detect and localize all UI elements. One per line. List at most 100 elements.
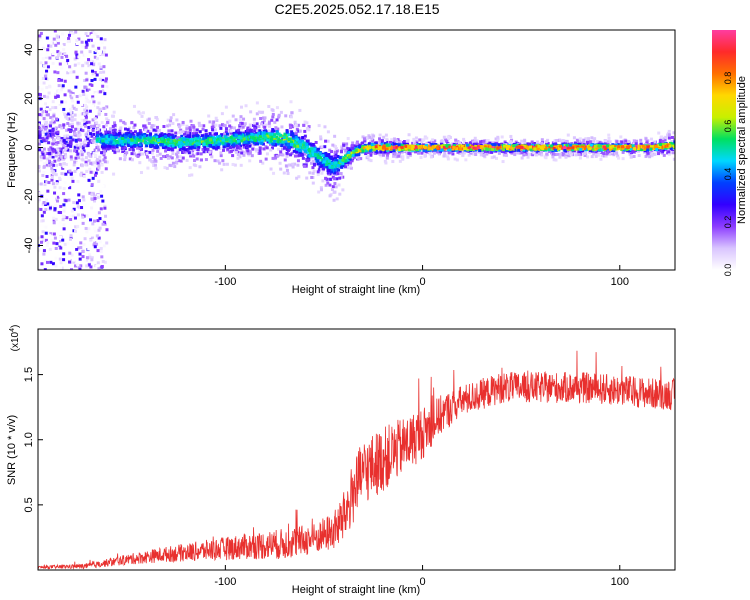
spectrogram-cell [84,118,88,122]
spectrogram-cell [67,37,71,41]
spectrogram-cell [39,224,43,228]
spectrogram-cell [494,137,498,141]
spectrogram-cell [90,193,94,197]
spectrogram-cell [94,214,98,218]
spectrogram-cell [99,122,103,126]
spectrogram-cell [237,146,241,150]
spectrogram-cell [99,189,103,193]
spectrogram-cell [608,140,612,144]
spectrogram-cell [307,125,311,129]
spectrogram-cell [211,130,215,134]
spectrogram-cell [58,162,62,166]
spectrogram-cell [99,246,103,250]
spectrogram-cell [221,159,225,163]
spectrogram-cell [98,240,102,244]
spectrogram-cell [52,216,56,220]
spectrogram-cell [47,91,51,95]
spectrogram-cell [85,78,89,82]
spectrogram-cell [339,175,343,179]
spectrogram-cell [44,132,48,136]
spectrogram-cell [324,139,328,143]
spectrogram-cell [62,123,66,127]
spectrogram-cell [172,113,176,117]
spectrogram-cell [319,186,323,190]
spectrogram-cell [122,120,126,124]
spectrogram-cell [203,145,207,149]
spectrogram-cell [667,133,671,137]
spectrogram-cell [124,127,128,131]
spectrogram-cell [75,201,79,205]
spectrogram-cell [62,43,66,47]
spectrogram-cell [63,97,67,101]
spectrogram-cell [280,147,284,151]
spectrogram-cell [61,61,65,65]
spectrogram-cell [67,198,71,202]
spectrogram-cell [293,120,297,124]
spectrogram-cell [38,144,40,148]
spectrogram-cell [51,132,55,136]
spectrogram-cell [412,137,416,141]
spectrogram-cell [85,105,89,109]
spectrogram-cell [513,153,517,157]
spectrogram-cell [272,171,276,175]
spectrogram-cell [577,140,581,144]
spectrogram-cell [59,196,63,200]
spectrogram-cell [310,156,314,160]
spectrogram-cell [190,173,194,177]
spectrogram-cell [215,119,219,123]
spectrogram-cell [93,55,97,59]
spectrogram-cell [42,201,46,205]
spectrogram-cell [126,128,130,132]
spectrogram-cell [94,153,98,157]
spectrogram-cell [344,165,348,169]
spectrogram-cell [100,120,104,124]
spectrogram-cell [406,139,410,143]
spectrogram-cell [87,227,91,231]
spectrogram-cell [60,172,64,176]
spectrogram-cell [79,241,83,245]
spectrogram-cell [258,138,262,142]
spectrogram-cell [198,165,202,169]
spectrogram-cell [292,149,296,153]
spectrogram-cell [89,66,93,70]
spectrogram-cell [184,130,188,134]
spectrogram-cell [67,176,71,180]
spectrogram-cell [432,139,436,143]
spectrogram-cell [93,173,97,177]
spectrogram-cell [220,112,224,116]
spectrogram-cell [331,143,335,147]
spectrogram-cell [74,50,78,54]
spectrogram-cell [78,133,82,137]
spectrogram-cell [204,135,208,139]
spectrogram-cell [42,162,46,166]
spectrogram-cell [62,192,66,196]
spectrogram-cell [139,131,143,135]
spectrogram-cell [44,68,48,72]
spectrogram-cell [94,115,98,119]
spectrogram-cell [511,149,515,153]
spectrogram-cell [63,180,67,184]
spectrogram-cell [82,119,86,123]
spectrogram-cell [42,117,46,121]
spectrogram-cell [71,242,75,246]
spectrogram-cell [49,267,53,270]
spectrogram-cell [128,157,132,161]
spectrogram-cell [635,139,639,143]
spectrogram-cell [118,129,122,133]
spectrogram-cell [280,142,284,146]
spectrogram-cell [91,30,95,33]
spectrogram-cell [73,149,77,153]
spectrogram-cell [170,133,174,137]
spectrogram-cell [275,135,279,139]
spectrogram-cell [44,55,48,59]
spectrogram-cell [159,156,163,160]
spectrogram-cell [244,104,248,108]
spectrogram-cell [90,258,94,262]
spectrogram-cell [612,148,616,152]
spectrogram-cell [93,117,97,121]
spectrogram-cell [290,151,294,155]
spectrogram-cell [60,164,64,168]
spectrogram-cell [43,183,47,187]
spectrogram-cell [113,149,117,153]
